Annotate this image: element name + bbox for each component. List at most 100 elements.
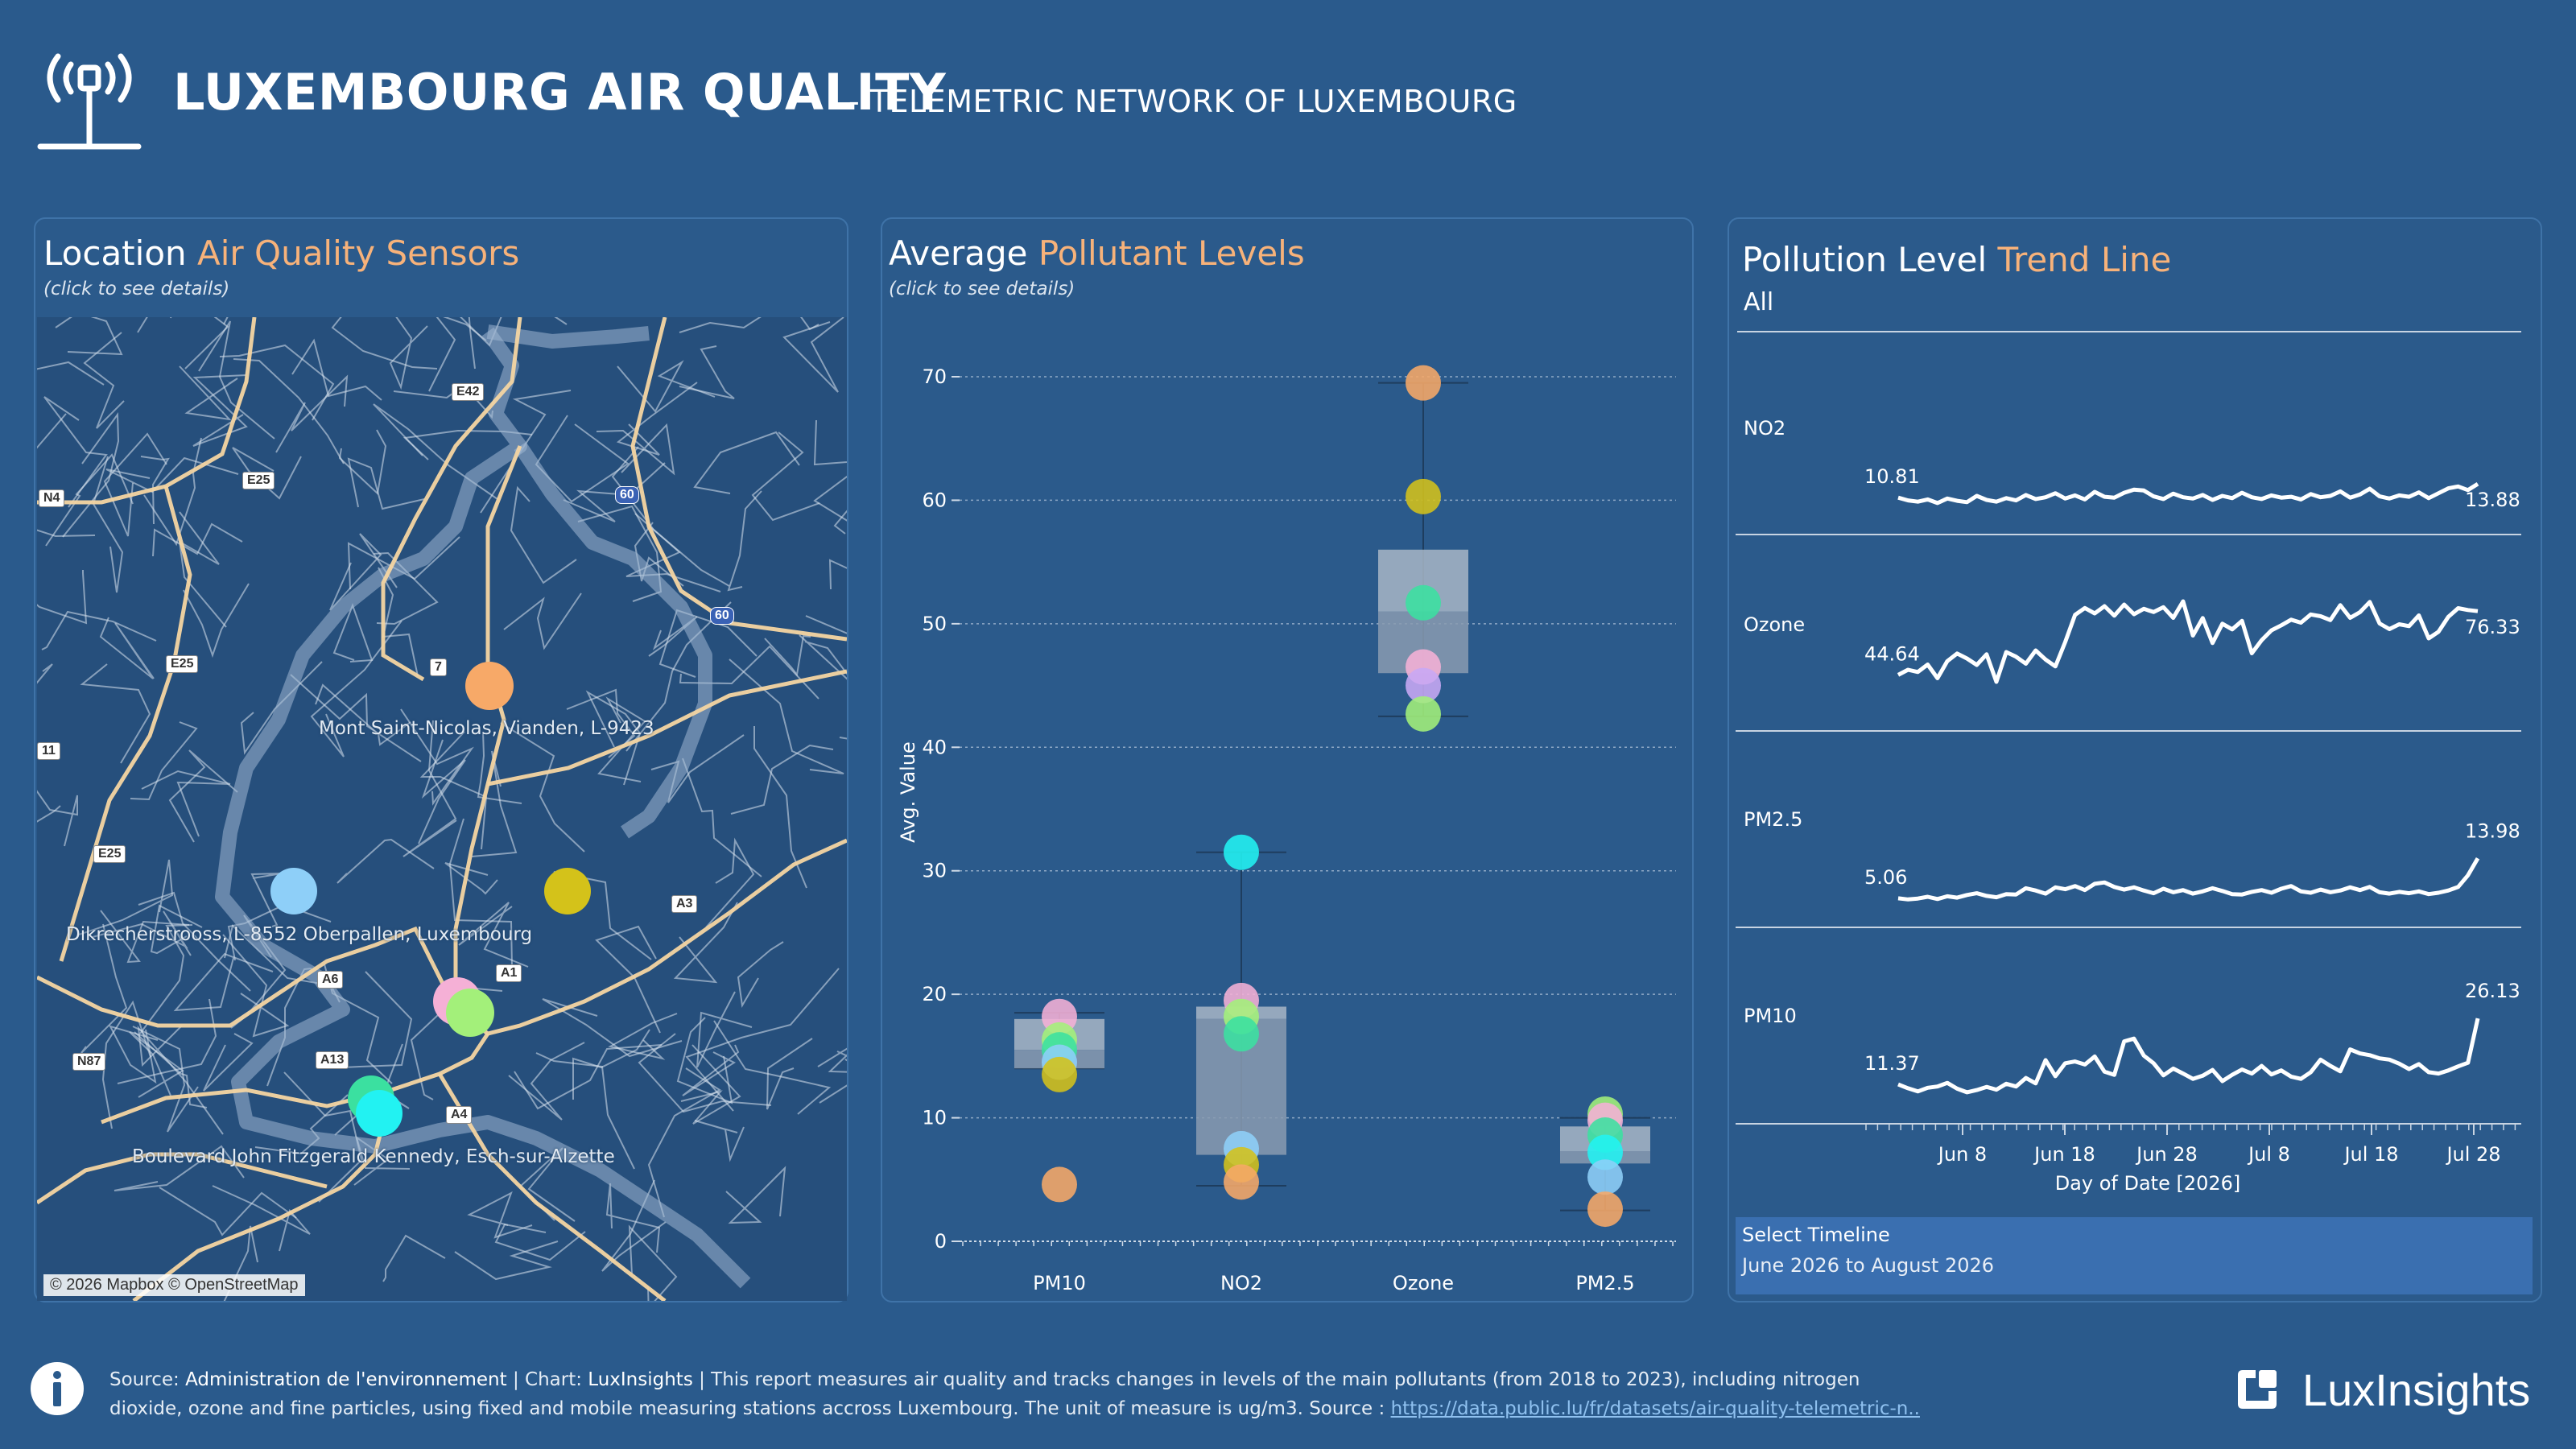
antenna-signal-icon [37,53,142,150]
data-point[interactable] [1224,1164,1259,1200]
sensor-marker-east[interactable] [544,868,591,914]
y-tick-label: 10 [922,1107,947,1129]
minor-road [535,415,630,503]
data-point[interactable] [1224,1016,1259,1052]
minor-road [595,925,661,1034]
box-plot-chart[interactable]: 0 10 20 30 40 50 60 70 PM10 NO2 Ozone PM2.5 Avg. V… [882,219,1695,1304]
minor-road [78,859,174,935]
minor-road [805,559,847,634]
road-shield: A3 [671,895,698,913]
data-point[interactable] [1406,478,1441,514]
pollutant-levels-panel: Average Pollutant Levels (click to see d… [881,217,1694,1302]
map-base [37,317,847,1301]
trend-line[interactable] [1897,1018,2480,1095]
minor-road [617,360,716,413]
data-point[interactable] [1587,1159,1623,1195]
sensor-map[interactable]: E42 E25 N4 60 60 E25 7 11 E25 A6 A1 N87 … [37,317,847,1301]
road-shield: N87 [72,1053,106,1071]
road-shield: 60 [615,486,639,504]
chart-credit: LuxInsights [588,1369,693,1390]
road-shield: 7 [430,658,447,676]
data-point[interactable] [1587,1134,1623,1170]
trend-panel-title: Pollution Level Trend Line [1742,240,2171,279]
start-value-label: 11.37 [1864,1052,1920,1075]
minor-road [222,934,290,1038]
road-shield: N4 [39,489,65,507]
minor-road [347,536,460,590]
trend-chart[interactable]: NO2 10.81 13.88 Ozone 44.64 76.33 PM2.5 5.06 13.… [1729,219,2544,1304]
trend-line[interactable] [1897,599,2479,684]
trend-filter-value[interactable]: All [1744,288,1774,316]
minor-road [37,361,105,386]
data-point[interactable] [1224,834,1259,870]
map-attribution[interactable]: © 2026 Mapbox © OpenStreetMap [43,1274,305,1296]
minor-road [184,317,229,369]
info-icon[interactable] [29,1360,85,1417]
minor-road [373,551,439,625]
y-tick-label: 40 [922,736,947,758]
y-tick-label: 70 [922,365,947,388]
minor-road [725,1166,786,1224]
x-category-label: PM10 [1033,1272,1086,1294]
minor-road [43,396,108,508]
data-point[interactable] [1042,1166,1077,1203]
sensor-marker-luxembourg-b[interactable] [446,989,494,1037]
minor-road [139,924,193,1034]
minor-road [679,645,819,700]
road-shield: E25 [166,655,199,673]
x-tick-label: Jul 28 [2445,1143,2500,1166]
y-tick-label: 50 [922,613,947,635]
minor-road [647,1286,650,1301]
minor-road [132,1026,199,1133]
series-name-label: PM10 [1744,1005,1797,1027]
timeline-selector[interactable]: Select Timeline June 2026 to August 2026 [1736,1217,2533,1294]
map-hint: (click to see details) [43,279,230,299]
minor-road [37,790,78,847]
map-title-prefix: Location [43,233,187,273]
minor-road [130,721,198,801]
minor-road [680,1044,741,1125]
sensor-marker-esch-b[interactable] [356,1090,402,1137]
trend-line[interactable] [1897,857,2480,902]
sensor-marker-vianden[interactable] [465,662,514,710]
data-point[interactable] [1042,1056,1077,1092]
data-point[interactable] [1406,365,1441,401]
x-axis-title: Day of Date [2026] [2055,1172,2241,1195]
x-tick-label: Jun 28 [2135,1143,2198,1166]
start-value-label: 5.06 [1864,866,1907,889]
y-tick-label: 30 [922,860,947,882]
start-value-label: 10.81 [1864,465,1920,488]
minor-road [347,457,425,510]
minor-road [152,522,243,557]
x-category-label: PM2.5 [1575,1272,1634,1294]
minor-road [694,1120,745,1162]
y-tick-label: 0 [935,1230,947,1253]
minor-road [444,862,498,895]
minor-road [480,390,572,514]
sensor-marker-oberpallen[interactable] [270,868,317,914]
minor-road [80,663,151,764]
source-label: Source: [109,1369,186,1390]
data-point[interactable] [1406,584,1441,621]
minor-road [833,510,847,535]
box-hint: (click to see details) [889,279,1075,299]
data-point[interactable] [1587,1191,1623,1228]
minor-road [467,1191,533,1239]
minor-road [140,456,170,525]
chart-label: | Chart: [506,1369,588,1390]
minor-road [676,1017,733,1104]
source-link[interactable]: https://data.public.lu/fr/datasets/air-q… [1390,1398,1920,1419]
timeline-value[interactable]: June 2026 to August 2026 [1742,1254,1995,1277]
trend-line[interactable] [1897,481,2479,506]
x-tick-label: Jun 8 [1937,1143,1987,1166]
data-point[interactable] [1406,667,1441,704]
minor-road [223,317,229,325]
minor-road [150,904,203,955]
data-point[interactable] [1406,696,1441,732]
road-shield: 11 [37,742,60,760]
minor-road [134,1031,208,1108]
minor-road [819,1059,847,1104]
x-tick-label: Jul 8 [2247,1143,2290,1166]
minor-road [628,1224,678,1301]
minor-road [625,601,732,752]
